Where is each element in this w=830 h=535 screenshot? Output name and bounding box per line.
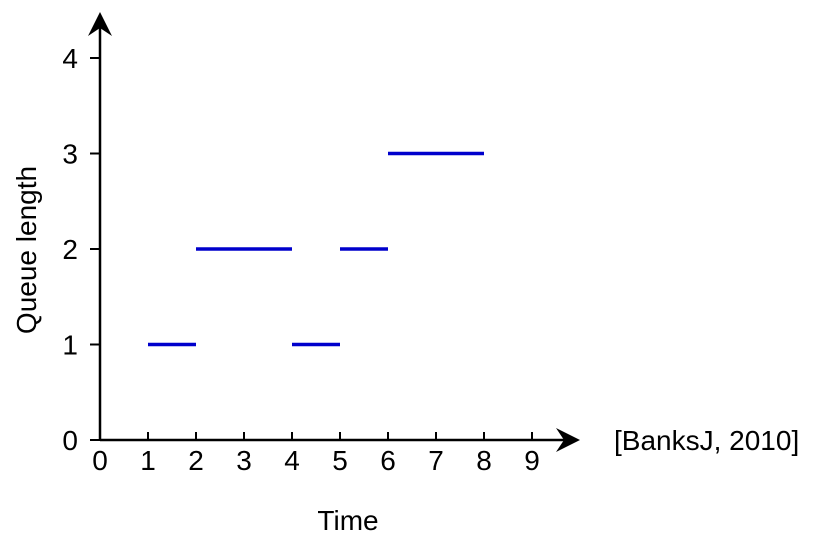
x-tick-label: 9 (524, 445, 540, 476)
x-tick-label: 5 (332, 445, 348, 476)
x-axis-label: Time (317, 505, 378, 535)
y-tick-label: 0 (62, 425, 78, 456)
x-tick-label: 8 (476, 445, 492, 476)
y-axis-label: Queue length (11, 166, 42, 334)
y-tick-label: 4 (62, 43, 78, 74)
x-tick-label: 7 (428, 445, 444, 476)
x-tick-label: 3 (236, 445, 252, 476)
x-tick-label: 1 (140, 445, 156, 476)
x-tick-label: 6 (380, 445, 396, 476)
x-axis-arrowhead (556, 428, 580, 452)
ticks: 0 1 2 3 4 5 6 7 8 9 0 1 2 3 4 (62, 43, 539, 476)
y-axis-arrowhead (88, 12, 112, 36)
y-tick-label: 1 (62, 330, 78, 361)
y-tick-label: 2 (62, 234, 78, 265)
axes (88, 12, 580, 452)
data-segments (148, 151, 484, 347)
y-tick-label: 3 (62, 139, 78, 170)
x-tick-label: 4 (284, 445, 300, 476)
citation-annotation: [BanksJ, 2010] (614, 425, 799, 456)
x-tick-label: 0 (92, 445, 108, 476)
x-tick-label: 2 (188, 445, 204, 476)
